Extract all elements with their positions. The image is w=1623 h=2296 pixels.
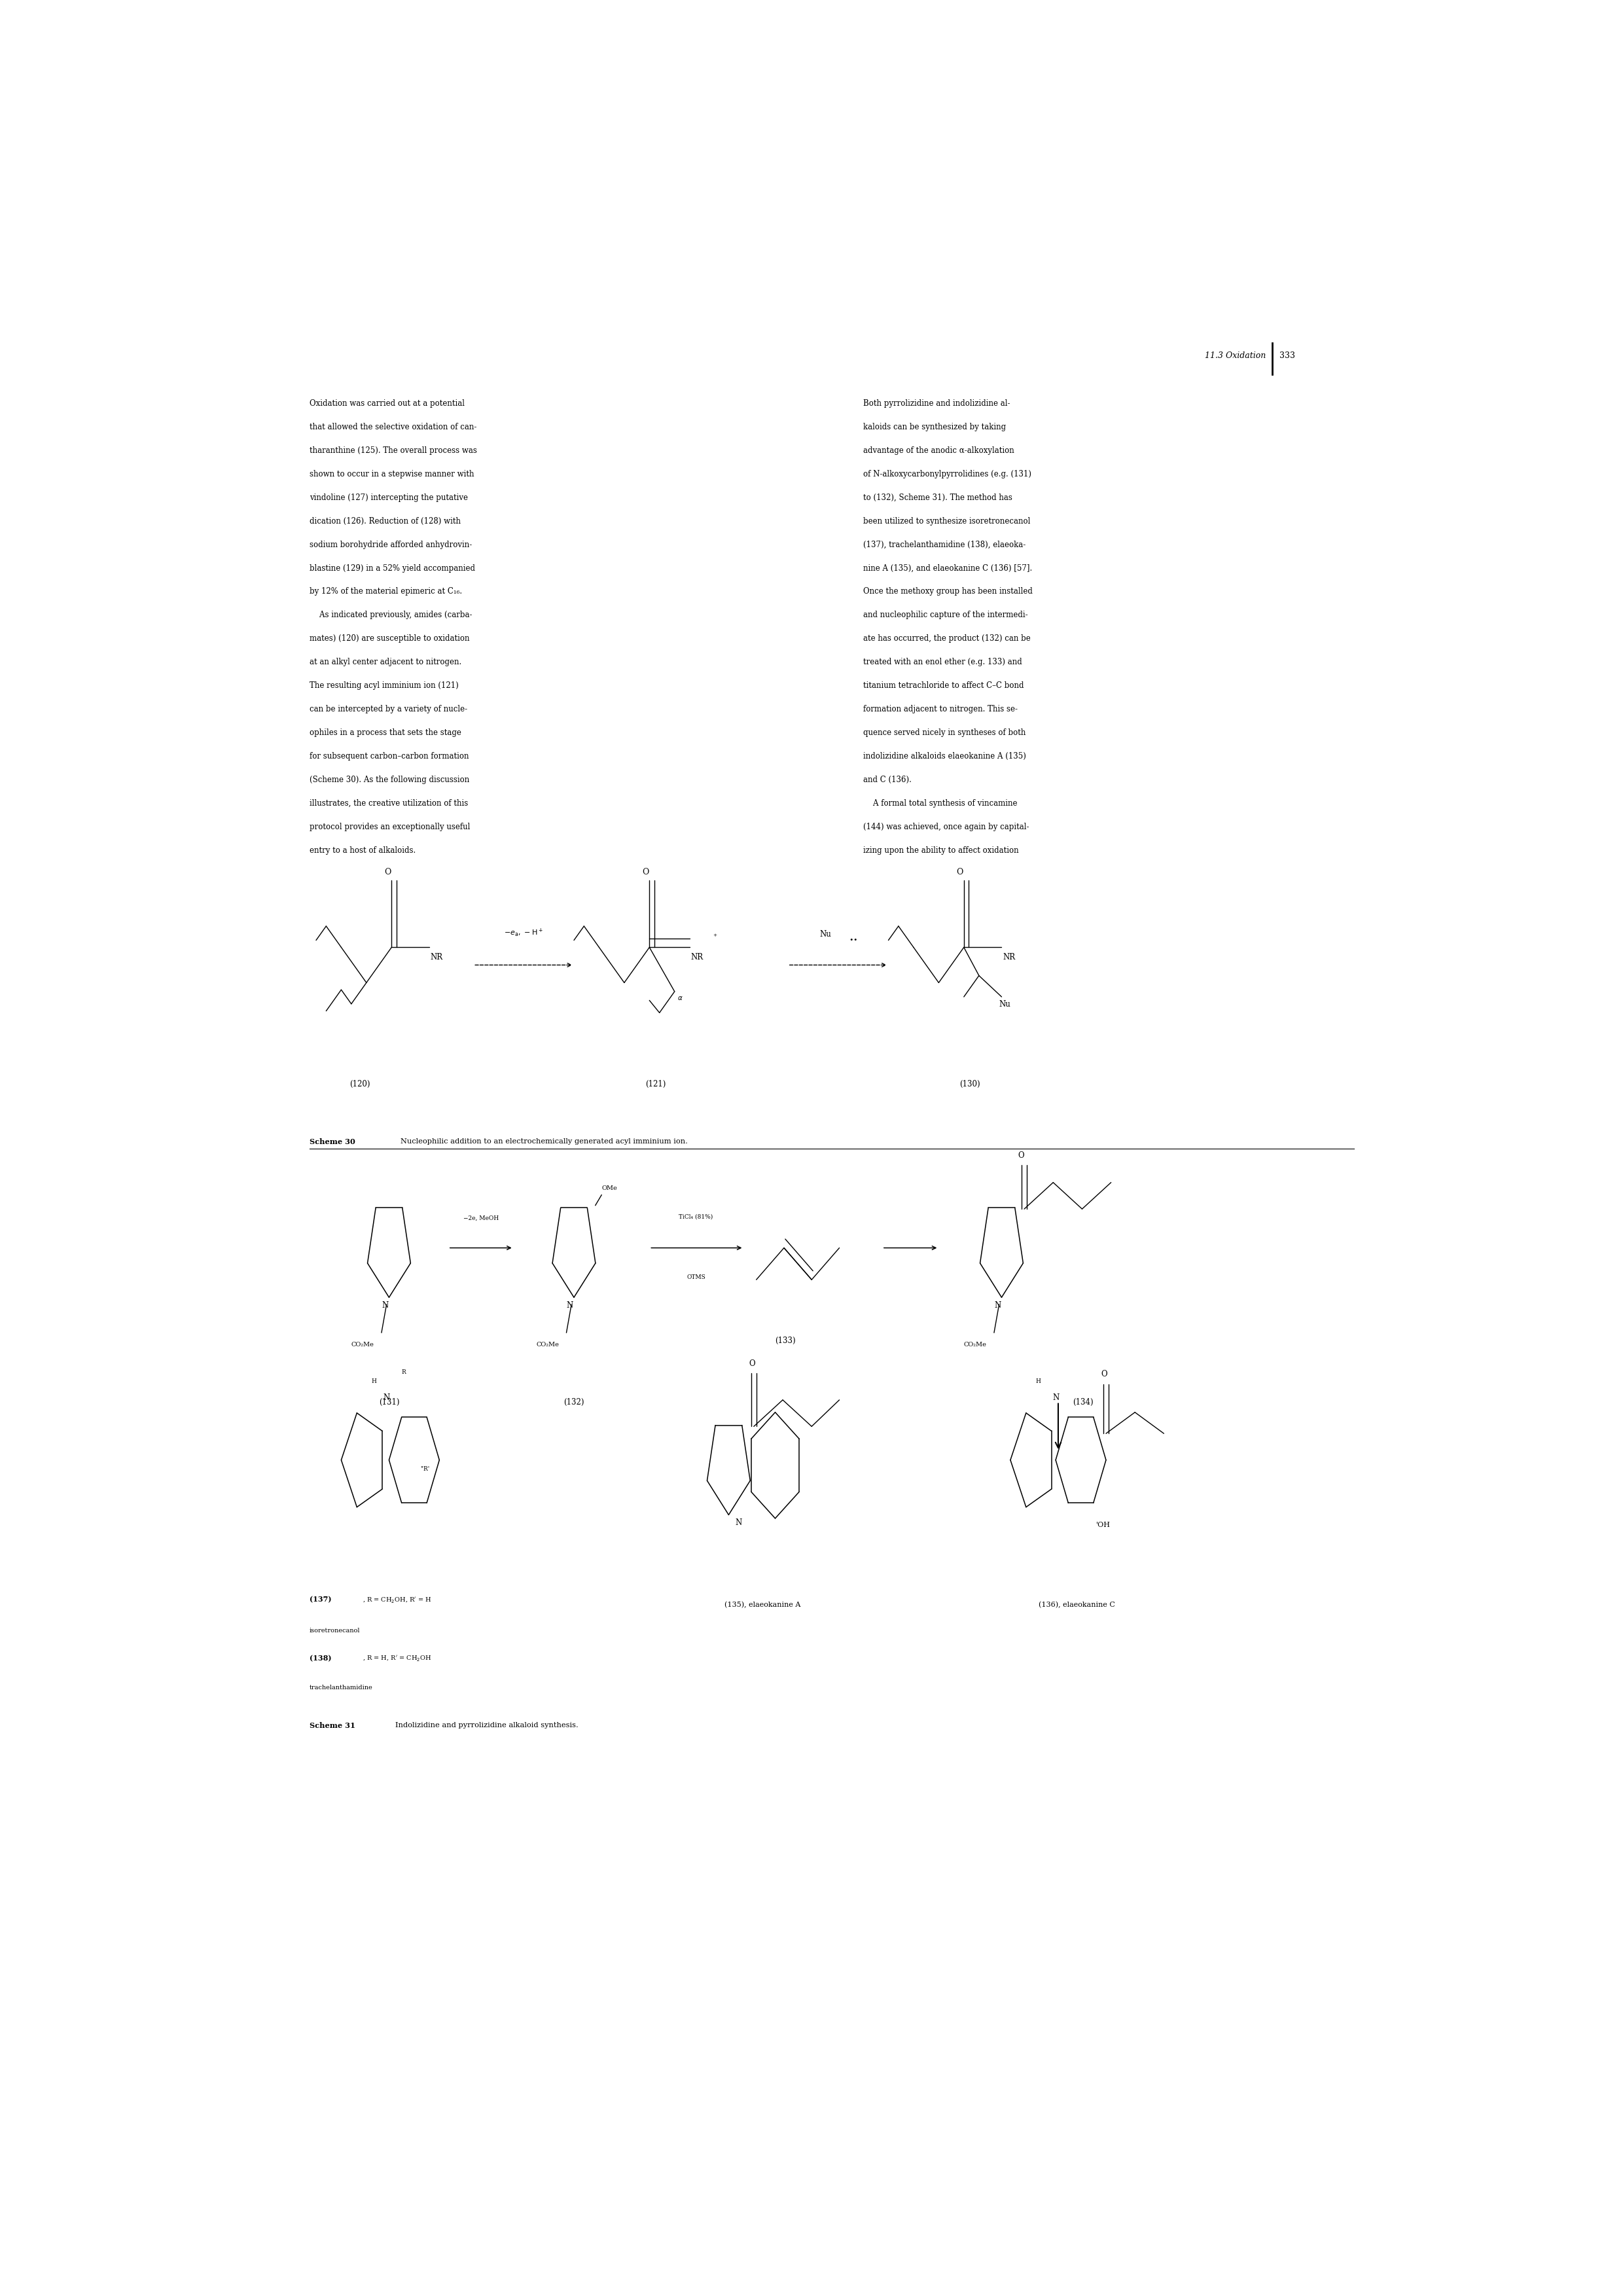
Text: CO₂Me: CO₂Me: [964, 1341, 987, 1348]
Text: Indolizidine and pyrrolizidine alkaloid synthesis.: Indolizidine and pyrrolizidine alkaloid …: [396, 1722, 578, 1729]
Text: O: O: [385, 868, 391, 877]
Text: As indicated previously, amides (carba-: As indicated previously, amides (carba-: [310, 611, 472, 620]
Text: nine A (135), and elaeokanine C (136) [57].: nine A (135), and elaeokanine C (136) [5…: [863, 565, 1032, 572]
Text: (120): (120): [351, 1079, 370, 1088]
Text: quence served nicely in syntheses of both: quence served nicely in syntheses of bot…: [863, 728, 1026, 737]
Text: (134): (134): [1073, 1398, 1094, 1407]
Text: can be intercepted by a variety of nucle-: can be intercepted by a variety of nucle…: [310, 705, 467, 714]
Text: been utilized to synthesize isoretronecanol: been utilized to synthesize isoretroneca…: [863, 517, 1031, 526]
Text: indolizidine alkaloids elaeokanine A (135): indolizidine alkaloids elaeokanine A (13…: [863, 753, 1026, 760]
Text: O: O: [748, 1359, 755, 1368]
Text: Both pyrrolizidine and indolizidine al-: Both pyrrolizidine and indolizidine al-: [863, 400, 1010, 409]
Text: 11.3 Oxidation: 11.3 Oxidation: [1204, 351, 1266, 360]
Text: (137): (137): [310, 1596, 331, 1603]
Text: vindoline (127) intercepting the putative: vindoline (127) intercepting the putativ…: [310, 494, 467, 503]
Text: protocol provides an exceptionally useful: protocol provides an exceptionally usefu…: [310, 822, 471, 831]
Text: Scheme 30: Scheme 30: [310, 1139, 355, 1146]
Text: ate has occurred, the product (132) can be: ate has occurred, the product (132) can …: [863, 634, 1031, 643]
Text: N: N: [1052, 1394, 1060, 1401]
Text: sodium borohydride afforded anhydrovin-: sodium borohydride afforded anhydrovin-: [310, 540, 472, 549]
Text: H: H: [372, 1378, 377, 1384]
Text: (144) was achieved, once again by capital-: (144) was achieved, once again by capita…: [863, 822, 1029, 831]
Text: isoretronecanol: isoretronecanol: [310, 1628, 360, 1635]
Text: formation adjacent to nitrogen. This se-: formation adjacent to nitrogen. This se-: [863, 705, 1018, 714]
Text: $\bullet\!\bullet$: $\bullet\!\bullet$: [849, 937, 857, 941]
Text: tharanthine (125). The overall process was: tharanthine (125). The overall process w…: [310, 445, 477, 455]
Text: $\alpha$: $\alpha$: [677, 994, 683, 1001]
Text: blastine (129) in a 52% yield accompanied: blastine (129) in a 52% yield accompanie…: [310, 565, 476, 572]
Text: (132): (132): [563, 1398, 584, 1407]
Text: entry to a host of alkaloids.: entry to a host of alkaloids.: [310, 845, 415, 854]
Text: dication (126). Reduction of (128) with: dication (126). Reduction of (128) with: [310, 517, 461, 526]
Text: izing upon the ability to affect oxidation: izing upon the ability to affect oxidati…: [863, 845, 1019, 854]
Text: to (132), Scheme 31). The method has: to (132), Scheme 31). The method has: [863, 494, 1013, 503]
Text: $-e_{\rm a},\,-\rm H^+$: $-e_{\rm a},\,-\rm H^+$: [505, 928, 544, 939]
Text: trachelanthamidine: trachelanthamidine: [310, 1685, 373, 1690]
Text: NR: NR: [691, 953, 703, 962]
Text: O: O: [1018, 1150, 1024, 1159]
Text: N: N: [735, 1518, 742, 1527]
Text: Oxidation was carried out at a potential: Oxidation was carried out at a potential: [310, 400, 464, 409]
Text: (Scheme 30). As the following discussion: (Scheme 30). As the following discussion: [310, 776, 469, 783]
Text: Nu: Nu: [820, 930, 831, 939]
Text: $^+$: $^+$: [712, 934, 717, 941]
Text: (133): (133): [774, 1336, 795, 1345]
Text: CO₂Me: CO₂Me: [351, 1341, 375, 1348]
Text: of N-alkoxycarbonylpyrrolidines (e.g. (131): of N-alkoxycarbonylpyrrolidines (e.g. (1…: [863, 471, 1032, 478]
Text: by 12% of the material epimeric at C₁₆.: by 12% of the material epimeric at C₁₆.: [310, 588, 463, 597]
Text: and C (136).: and C (136).: [863, 776, 912, 783]
Text: at an alkyl center adjacent to nitrogen.: at an alkyl center adjacent to nitrogen.: [310, 659, 463, 666]
Text: , R = CH$_2$OH, R$^\prime$ = H: , R = CH$_2$OH, R$^\prime$ = H: [362, 1596, 432, 1605]
Text: , R = H, R$^\prime$ = CH$_2$OH: , R = H, R$^\prime$ = CH$_2$OH: [362, 1655, 432, 1662]
Text: A formal total synthesis of vincamine: A formal total synthesis of vincamine: [863, 799, 1018, 808]
Text: Scheme 31: Scheme 31: [310, 1722, 355, 1729]
Text: N: N: [383, 1394, 390, 1401]
Text: O: O: [1100, 1371, 1107, 1378]
Text: that allowed the selective oxidation of can-: that allowed the selective oxidation of …: [310, 422, 477, 432]
Text: for subsequent carbon–carbon formation: for subsequent carbon–carbon formation: [310, 753, 469, 760]
Text: kaloids can be synthesized by taking: kaloids can be synthesized by taking: [863, 422, 1006, 432]
Text: Once the methoxy group has been installed: Once the methoxy group has been installe…: [863, 588, 1032, 597]
Text: −2e, MeOH: −2e, MeOH: [463, 1215, 498, 1221]
Text: ophiles in a process that sets the stage: ophiles in a process that sets the stage: [310, 728, 461, 737]
Text: (121): (121): [646, 1079, 665, 1088]
Text: treated with an enol ether (e.g. 133) and: treated with an enol ether (e.g. 133) an…: [863, 659, 1022, 666]
Text: H: H: [1035, 1378, 1040, 1384]
Text: CO₂Me: CO₂Me: [536, 1341, 558, 1348]
Text: (135), elaeokanine A: (135), elaeokanine A: [724, 1603, 800, 1607]
Text: (131): (131): [378, 1398, 399, 1407]
Text: (137), trachelanthamidine (138), elaeoka-: (137), trachelanthamidine (138), elaeoka…: [863, 540, 1026, 549]
Text: (130): (130): [959, 1079, 980, 1088]
Text: R: R: [401, 1368, 406, 1375]
Text: The resulting acyl imminium ion (121): The resulting acyl imminium ion (121): [310, 682, 459, 689]
Text: Nu: Nu: [1000, 1001, 1011, 1008]
Text: (136), elaeokanine C: (136), elaeokanine C: [1039, 1603, 1115, 1607]
Text: OMe: OMe: [602, 1185, 617, 1192]
Text: NR: NR: [1003, 953, 1016, 962]
Text: 'OH: 'OH: [1096, 1522, 1110, 1529]
Text: OTMS: OTMS: [687, 1274, 706, 1281]
Text: N: N: [381, 1302, 388, 1309]
Text: TiCl₄ (81%): TiCl₄ (81%): [678, 1215, 712, 1219]
Text: O: O: [956, 868, 962, 877]
Text: N: N: [993, 1302, 1001, 1309]
Text: shown to occur in a stepwise manner with: shown to occur in a stepwise manner with: [310, 471, 474, 478]
Text: advantage of the anodic α-alkoxylation: advantage of the anodic α-alkoxylation: [863, 445, 1014, 455]
Text: ''R': ''R': [420, 1465, 430, 1472]
Text: titanium tetrachloride to affect C–C bond: titanium tetrachloride to affect C–C bon…: [863, 682, 1024, 689]
Text: 333: 333: [1279, 351, 1295, 360]
Text: N: N: [566, 1302, 573, 1309]
Text: O: O: [641, 868, 649, 877]
Text: Nucleophilic addition to an electrochemically generated acyl imminium ion.: Nucleophilic addition to an electrochemi…: [401, 1139, 688, 1146]
Text: (138): (138): [310, 1655, 331, 1662]
Text: illustrates, the creative utilization of this: illustrates, the creative utilization of…: [310, 799, 469, 808]
Text: NR: NR: [430, 953, 443, 962]
Text: and nucleophilic capture of the intermedi-: and nucleophilic capture of the intermed…: [863, 611, 1027, 620]
Text: mates) (120) are susceptible to oxidation: mates) (120) are susceptible to oxidatio…: [310, 634, 469, 643]
